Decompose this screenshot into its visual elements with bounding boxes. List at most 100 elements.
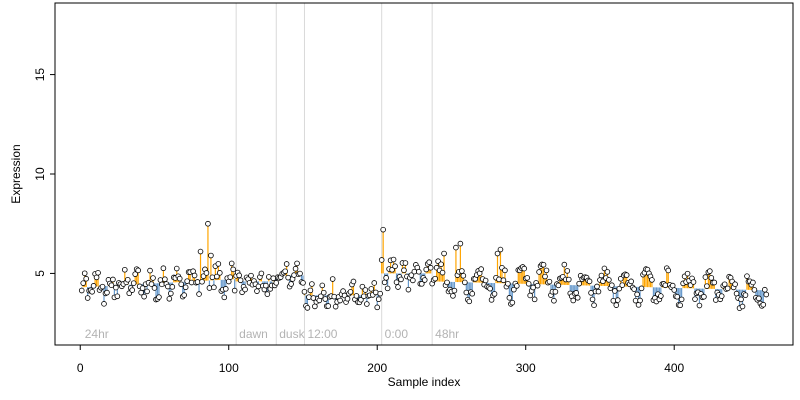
region-labels: 24hr dawn dusk 12:00 0:00 48hr [85, 327, 459, 341]
data-point [168, 290, 174, 297]
data-point [377, 290, 383, 297]
points-layer [78, 220, 770, 311]
data-point [708, 275, 715, 281]
data-point [162, 276, 168, 283]
plot-frame [54, 2, 794, 346]
data-point [282, 268, 288, 275]
data-point [139, 285, 146, 291]
y-tick-label: 15 [33, 68, 47, 82]
data-point [460, 272, 467, 279]
data-point [712, 297, 719, 303]
data-point [665, 267, 672, 274]
data-point [344, 295, 351, 302]
data-point [263, 282, 269, 289]
data-point [228, 260, 235, 267]
data-point [451, 287, 458, 294]
y-tick-label: 10 [33, 167, 47, 181]
data-point [595, 288, 602, 295]
data-point [209, 274, 216, 281]
data-point [217, 270, 223, 276]
data-point [93, 274, 100, 281]
data-point [248, 272, 254, 279]
data-point [364, 301, 370, 307]
data-point [637, 297, 643, 304]
data-point [196, 291, 202, 297]
data-point [444, 279, 450, 286]
data-point [221, 294, 228, 301]
data-point [744, 273, 750, 279]
data-point [677, 302, 683, 309]
data-point [631, 286, 637, 292]
data-point [371, 280, 378, 286]
data-point [372, 289, 379, 296]
data-point [337, 297, 343, 304]
data-point [612, 288, 618, 294]
data-point [701, 293, 707, 300]
x-tick-label: 300 [516, 361, 536, 375]
data-point [742, 292, 749, 298]
data-point [702, 274, 709, 280]
data-point [402, 260, 409, 266]
data-point [197, 248, 204, 255]
data-point [756, 295, 762, 302]
data-point [405, 286, 412, 293]
data-point [312, 303, 318, 310]
data-point [704, 283, 710, 289]
data-point [534, 282, 541, 289]
data-point [291, 272, 297, 278]
data-point [147, 267, 153, 274]
data-point [598, 272, 605, 279]
data-point [438, 261, 444, 268]
data-point [81, 270, 88, 277]
data-point [760, 301, 767, 308]
data-point [347, 289, 354, 295]
x-axis-label: Sample index [388, 375, 461, 389]
data-point [761, 286, 768, 293]
data-point [319, 282, 326, 289]
data-point [135, 267, 141, 274]
data-point [176, 275, 183, 282]
data-point [751, 287, 758, 293]
data-point [322, 296, 329, 302]
data-point [606, 277, 612, 283]
data-point [617, 275, 624, 282]
data-point [487, 285, 493, 292]
data-point [95, 270, 101, 276]
data-point [649, 277, 655, 283]
data-point [690, 279, 697, 285]
data-point [173, 265, 180, 272]
data-point [527, 292, 533, 299]
x-axis: 0 100 200 300 400 [77, 345, 685, 375]
data-point [236, 272, 242, 279]
data-point [601, 265, 608, 272]
data-point [270, 275, 277, 282]
data-point [191, 272, 198, 279]
data-point [389, 266, 395, 273]
data-point [634, 291, 640, 298]
data-point [418, 281, 425, 287]
data-point [616, 285, 623, 292]
data-point [181, 292, 187, 298]
y-axis: 5 10 15 [33, 68, 55, 277]
x-tick-label: 0 [77, 361, 84, 375]
data-point [151, 285, 158, 291]
y-tick-label: 5 [33, 270, 47, 277]
data-point [589, 296, 596, 303]
data-point [410, 277, 416, 284]
data-point [141, 293, 147, 300]
data-point [416, 268, 422, 275]
data-point [692, 296, 698, 302]
data-point [604, 269, 611, 275]
x-tick-label: 400 [664, 361, 684, 375]
data-point [614, 297, 621, 303]
data-point [258, 270, 265, 277]
data-point [439, 269, 446, 276]
data-point [309, 281, 315, 287]
data-point [214, 273, 220, 280]
data-point [466, 298, 473, 305]
data-point [325, 303, 332, 309]
data-point [711, 279, 718, 286]
y-axis-label: Expression [9, 144, 23, 203]
data-point [531, 296, 538, 303]
